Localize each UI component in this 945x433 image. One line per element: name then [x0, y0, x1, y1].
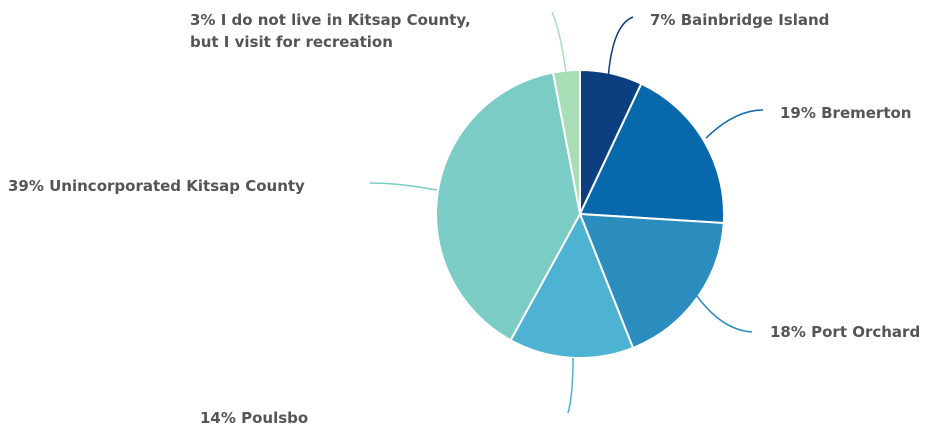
slice-label-3: 14% Poulsbo — [200, 409, 308, 427]
pie-slice-3 — [509, 211, 635, 359]
leader-line-4 — [369, 182, 438, 191]
slice-label-4: 39% Unincorporated Kitsap County — [8, 177, 305, 195]
pie-slice-4 — [435, 71, 582, 342]
pie-slice-1 — [578, 82, 726, 225]
slice-label-5: 3% I do not live in Kitsap County, but I … — [190, 11, 471, 51]
slices-group — [435, 68, 726, 359]
pie-slice-2 — [578, 212, 725, 350]
leader-line-1 — [705, 109, 764, 139]
leader-line-2 — [696, 295, 753, 333]
labels-group: 7% Bainbridge Island 19% Bremerton 18% Por… — [8, 11, 920, 427]
slice-label-0: 7% Bainbridge Island — [650, 11, 829, 29]
leader-line-5 — [551, 11, 567, 73]
slice-label-1: 19% Bremerton — [780, 104, 911, 122]
leader-line-0 — [607, 16, 634, 81]
slice-label-2: 18% Port Orchard — [770, 323, 920, 341]
leader-lines-group — [369, 11, 764, 414]
leader-line-3 — [567, 357, 574, 414]
